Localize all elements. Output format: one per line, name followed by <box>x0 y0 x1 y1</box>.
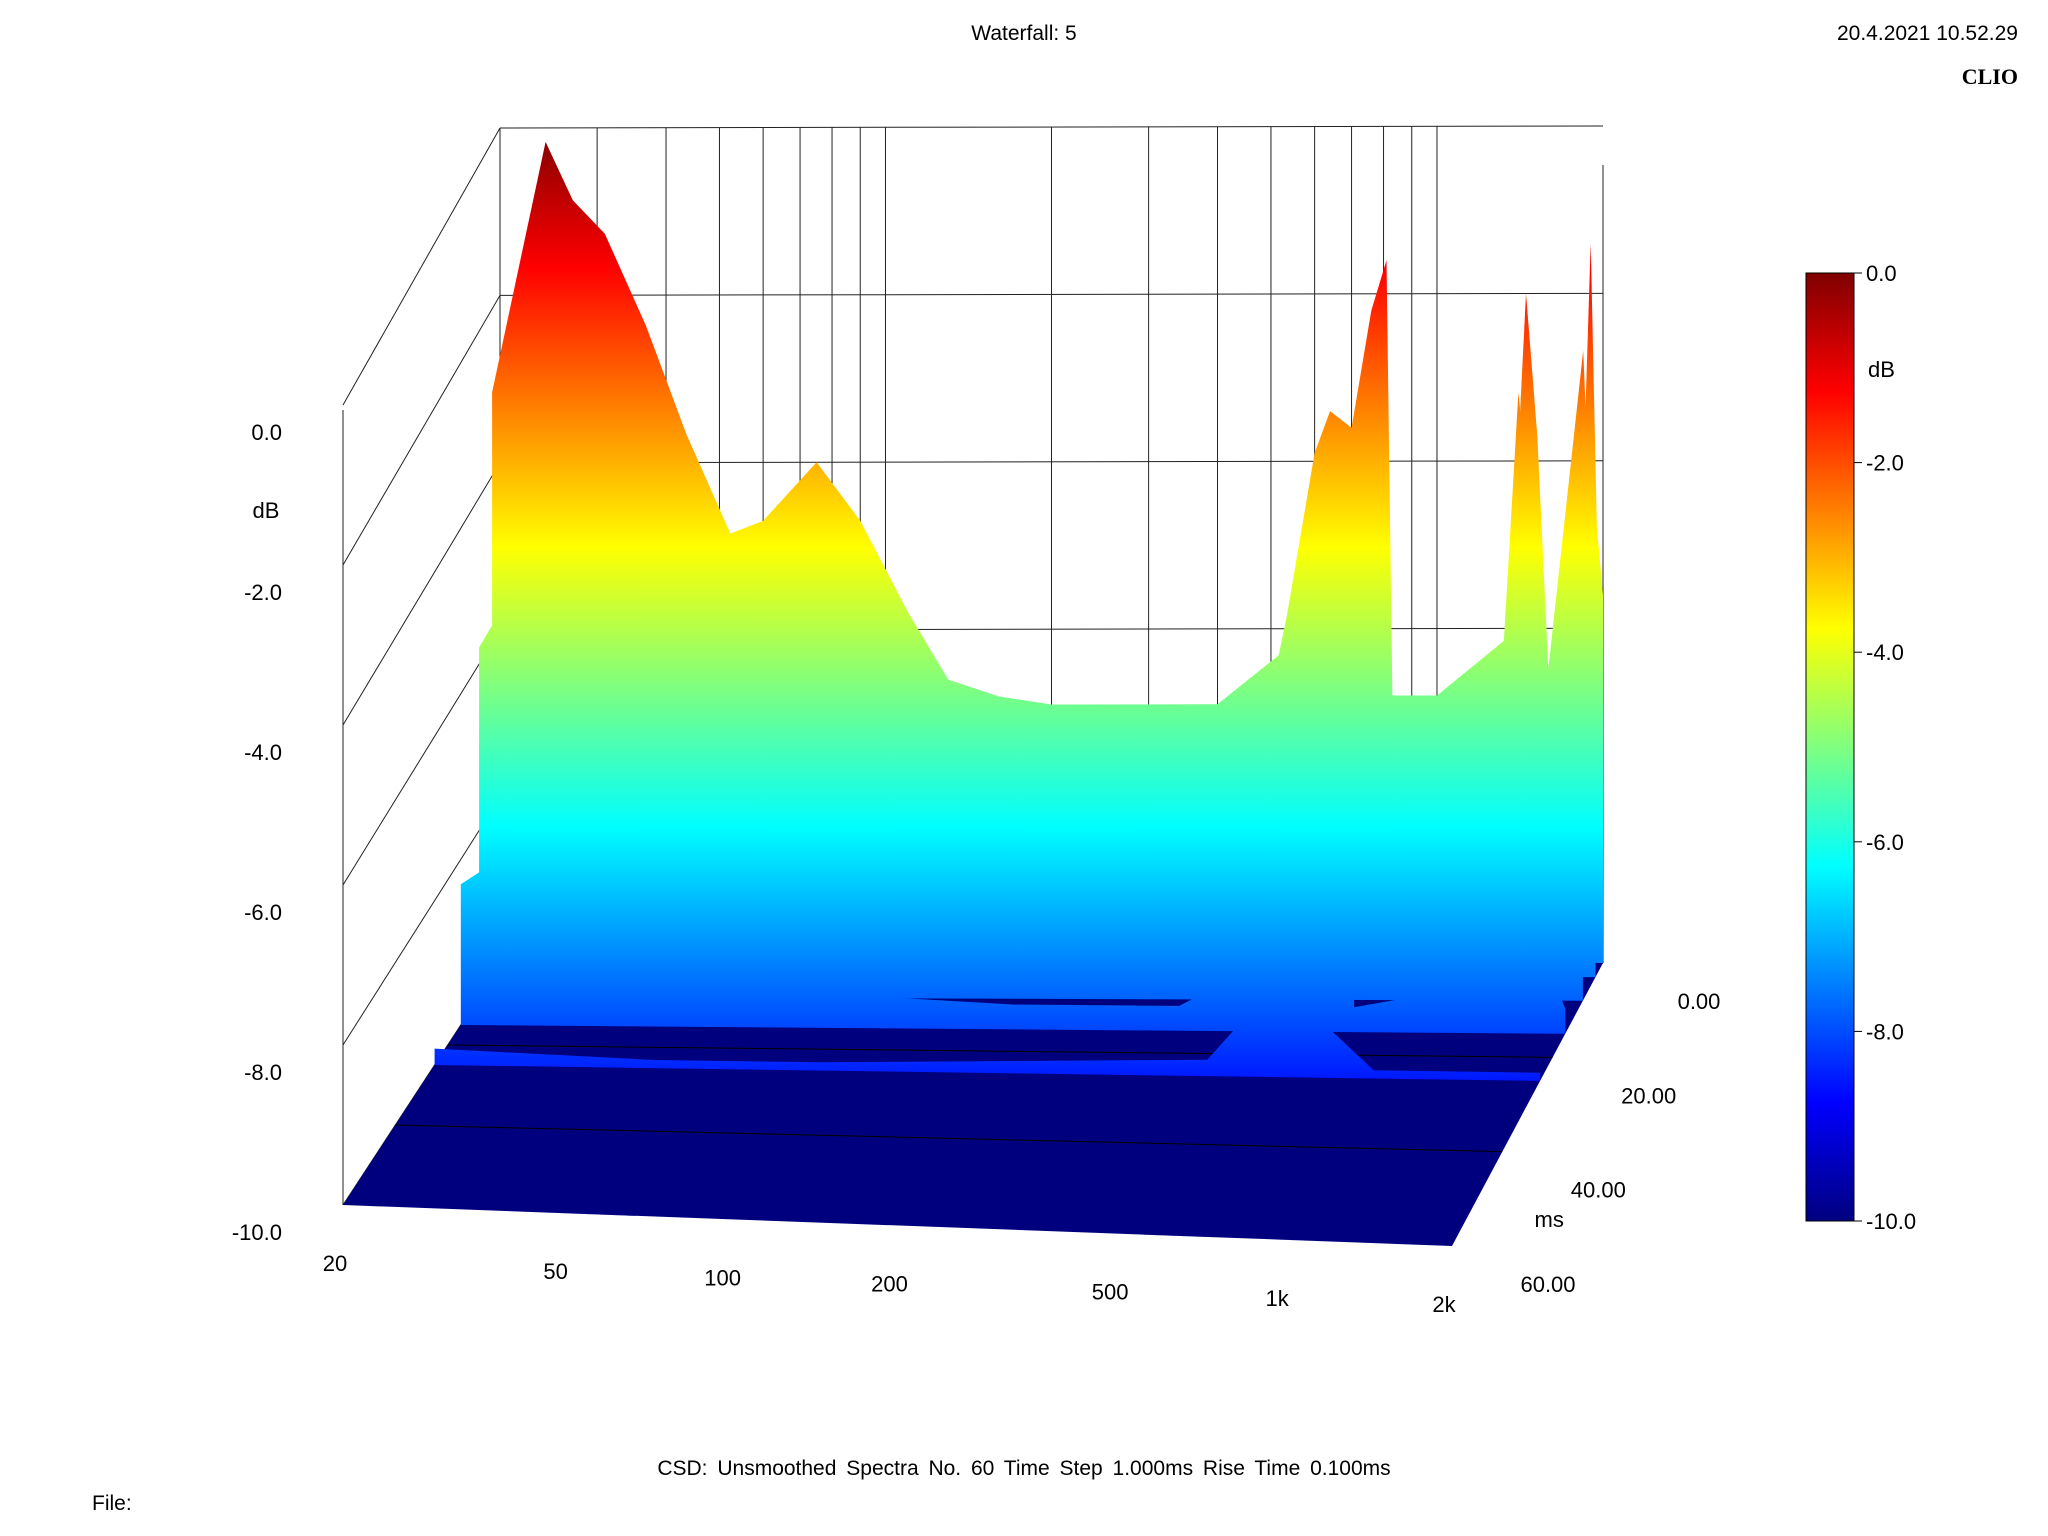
colorbar-tick-label: -8.0 <box>1866 1019 1904 1044</box>
z-tick-label: -8.0 <box>244 1060 282 1085</box>
brand-logo: CLIO <box>1961 64 2018 89</box>
z-axis-unit: dB <box>253 498 280 523</box>
z-tick-label: -6.0 <box>244 900 282 925</box>
x-tick-label: 500 <box>1092 1280 1129 1305</box>
db-grid-line-left <box>342 295 501 566</box>
spectrum-slice-60ms <box>343 1205 1452 1246</box>
floor-time-line <box>447 1044 1553 1058</box>
y-tick-label: 60.00 <box>1520 1272 1575 1297</box>
x-tick-label: 200 <box>871 1272 908 1297</box>
z-tick-label: -4.0 <box>244 740 282 765</box>
y-tick-label: 20.00 <box>1621 1083 1676 1108</box>
colorbar-scale <box>1805 272 1855 1222</box>
y-axis-unit: ms <box>1535 1207 1564 1232</box>
x-tick-label: 20 <box>323 1251 347 1276</box>
colorbar-tick-label: -4.0 <box>1866 640 1904 665</box>
axis-layer: 0.0 -2.0 -4.0 -6.0 -8.0 -10.0 dB 20 50 100 200 500 1… <box>232 420 1721 1317</box>
x-tick-label: 1k <box>1265 1286 1289 1311</box>
measurement-summary: CSD: Unsmoothed Spectra No. 60 Time Step… <box>657 1457 1391 1480</box>
colorbar: 0.0 -2.0 -4.0 -6.0 -8.0 -10.0 dB <box>1805 261 1916 1234</box>
colorbar-tick-label: -6.0 <box>1866 830 1904 855</box>
floor-time-line <box>395 1124 1503 1153</box>
x-tick-label: 100 <box>704 1265 741 1290</box>
file-label: File: <box>92 1492 132 1515</box>
x-tick-label: 50 <box>543 1259 567 1284</box>
db-grid-line-left <box>342 462 501 726</box>
spectrum-slice-15ms <box>460 816 1566 1034</box>
chart-title: Waterfall: 5 <box>971 22 1077 45</box>
colorbar-tick-label: 0.0 <box>1866 261 1897 286</box>
y-tick-label: 0.00 <box>1678 989 1721 1014</box>
z-tick-label: -10.0 <box>232 1220 282 1245</box>
db-grid-line-left <box>342 127 501 406</box>
x-tick-label: 2k <box>1432 1292 1456 1317</box>
timestamp: 20.4.2021 10.52.29 <box>1836 22 2018 45</box>
spectrum-slice-25ms <box>434 1011 1541 1081</box>
spectra-layer <box>343 141 1603 1246</box>
z-tick-label: 0.0 <box>251 420 282 445</box>
y-tick-label: 40.00 <box>1571 1178 1626 1203</box>
z-tick-label: -2.0 <box>244 580 282 605</box>
colorbar-tick-label: -2.0 <box>1866 451 1904 476</box>
db-grid-line-left <box>342 797 501 1046</box>
colorbar-unit: dB <box>1868 357 1895 382</box>
colorbar-tick-label: -10.0 <box>1866 1209 1916 1234</box>
db-grid-line-left <box>342 629 501 886</box>
